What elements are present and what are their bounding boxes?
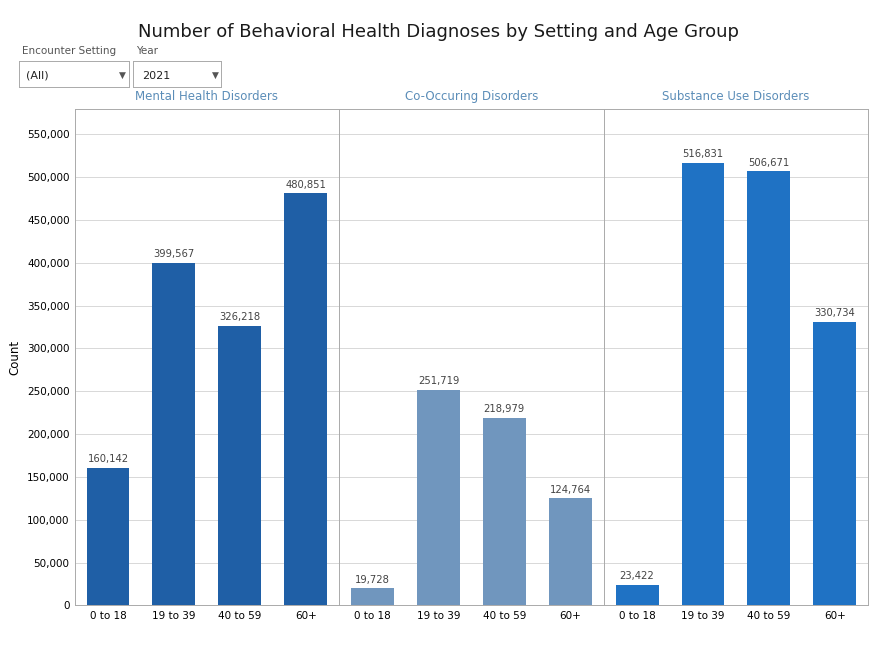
Text: 124,764: 124,764 [550,485,591,495]
Text: 251,719: 251,719 [417,376,460,386]
Text: 23,422: 23,422 [620,571,654,582]
Text: 330,734: 330,734 [815,308,855,318]
Text: 218,979: 218,979 [484,404,525,414]
Text: 516,831: 516,831 [682,149,724,159]
Bar [153,263,196,605]
Text: ▼: ▼ [212,71,219,80]
Text: Mental Health Disorders: Mental Health Disorders [135,89,278,103]
Text: Encounter Setting: Encounter Setting [22,46,116,56]
Bar [218,326,261,605]
Text: 326,218: 326,218 [219,312,260,322]
Bar [681,163,724,605]
Bar [87,468,130,605]
Text: 160,142: 160,142 [88,454,129,465]
Bar [549,499,592,605]
Text: 399,567: 399,567 [153,249,195,259]
Y-axis label: Count: Count [9,340,22,374]
Bar [616,586,659,605]
Bar [483,418,525,605]
Bar [351,588,394,605]
Text: Substance Use Disorders: Substance Use Disorders [662,89,809,103]
Text: 480,851: 480,851 [285,180,326,190]
Bar [747,171,790,605]
Text: Year: Year [136,46,158,56]
Text: 2021: 2021 [142,71,170,81]
Bar [284,193,327,605]
Text: Co-Occuring Disorders: Co-Occuring Disorders [404,89,538,103]
Text: Number of Behavioral Health Diagnoses by Setting and Age Group: Number of Behavioral Health Diagnoses by… [138,23,739,41]
Text: 19,728: 19,728 [355,574,390,584]
Bar [417,390,460,605]
Bar [813,322,856,605]
Text: ▼: ▼ [119,71,125,80]
Text: 506,671: 506,671 [748,157,789,168]
Text: (All): (All) [26,71,48,81]
